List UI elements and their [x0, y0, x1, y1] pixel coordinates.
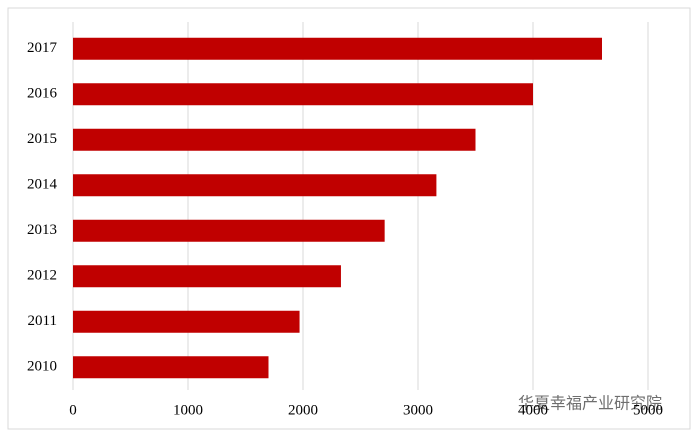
y-tick-label: 2012: [27, 268, 57, 284]
bar: [73, 128, 476, 151]
y-tick-label: 2014: [27, 177, 58, 193]
x-tick-label: 3000: [403, 402, 433, 418]
y-tick-label: 2017: [27, 40, 58, 56]
bar: [73, 265, 341, 288]
bar: [73, 37, 602, 60]
y-tick-label: 2015: [27, 131, 57, 147]
x-tick-label: 4000: [518, 402, 548, 418]
y-tick-label: 2013: [27, 222, 57, 238]
bar: [73, 83, 533, 106]
y-tick-label: 2016: [27, 86, 58, 102]
bar: [73, 174, 437, 197]
x-tick-label: 2000: [288, 402, 318, 418]
x-tick-label: 1000: [173, 402, 203, 418]
y-tick-label: 2011: [28, 313, 57, 329]
bar: [73, 356, 269, 379]
bar: [73, 219, 385, 242]
x-tick-label: 0: [69, 402, 77, 418]
x-tick-label: 5000: [633, 402, 663, 418]
watermark: 华夏幸福产业研究院: [518, 394, 662, 413]
bar: [73, 310, 300, 333]
y-tick-label: 2010: [27, 359, 57, 375]
